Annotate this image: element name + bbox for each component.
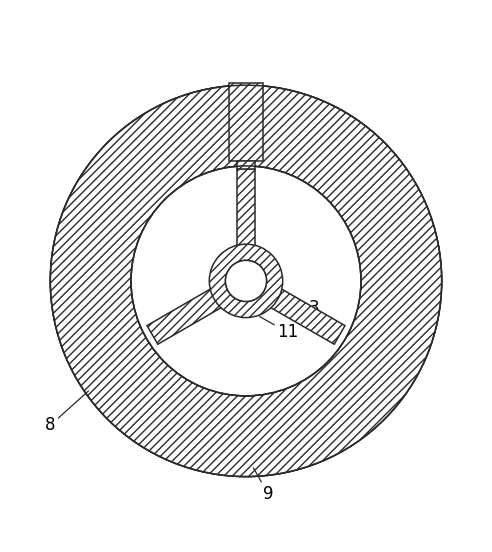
- Polygon shape: [147, 286, 226, 344]
- Text: 3: 3: [287, 294, 319, 317]
- Circle shape: [50, 85, 442, 476]
- Polygon shape: [229, 83, 263, 161]
- Text: 11: 11: [260, 317, 298, 341]
- Circle shape: [225, 261, 267, 301]
- Polygon shape: [266, 286, 345, 344]
- Polygon shape: [237, 161, 255, 169]
- Wedge shape: [209, 244, 283, 317]
- Polygon shape: [237, 169, 255, 252]
- Text: 8: 8: [45, 391, 89, 434]
- Circle shape: [131, 166, 361, 396]
- Wedge shape: [50, 85, 442, 476]
- Text: 9: 9: [253, 468, 273, 503]
